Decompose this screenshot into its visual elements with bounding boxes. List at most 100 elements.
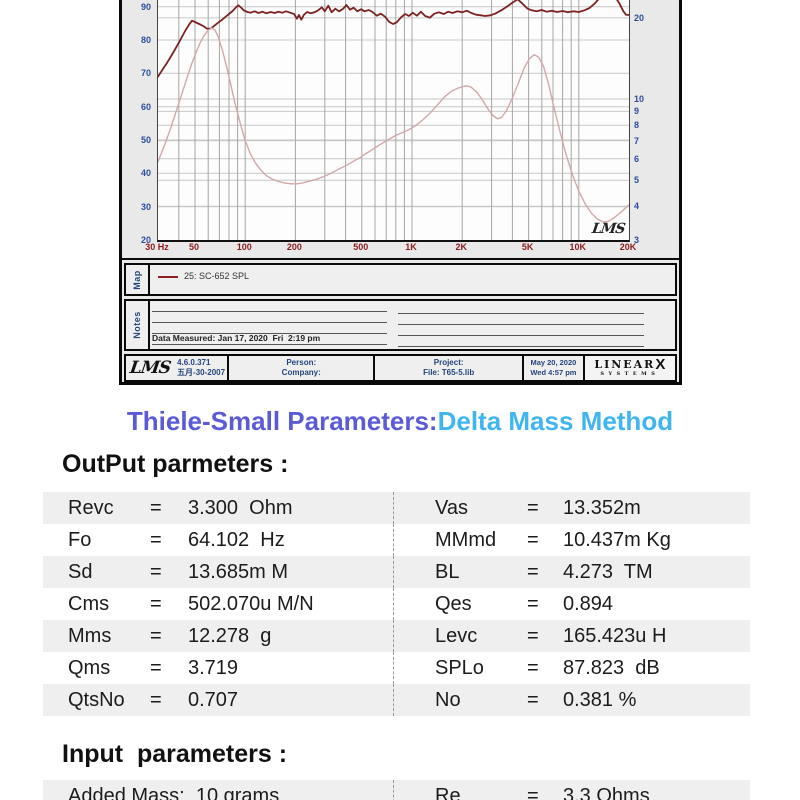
linearx-logo: LINEAR X (594, 356, 666, 373)
x-axis-labels: 30 Hz 50 100 200 500 1K 2K 5K 10K 20K (145, 242, 636, 256)
person-label: Person: (286, 358, 317, 367)
lms-plot-logo: LMS (590, 221, 626, 237)
linearx-x: X (655, 356, 666, 373)
input-parameters-heading: Input parameters : (62, 740, 288, 768)
plot-canvas (158, 0, 629, 240)
report-title-main: Thiele-Small Parameters: (126, 406, 438, 436)
param-right: Levc = 165.423u H (393, 620, 750, 652)
equals-sign: = (150, 529, 162, 551)
param-name: Cms (68, 593, 110, 615)
param-value: 87.823 dB (563, 657, 660, 679)
map-label-cell: Map (126, 265, 150, 294)
ruled-line (398, 324, 644, 325)
y-left-tick-label: 90 (140, 1, 151, 12)
equals-sign: = (150, 657, 162, 679)
param-right: No = 0.381 % (393, 684, 750, 716)
equals-sign: = (527, 497, 539, 519)
section-divider (122, 258, 679, 260)
version-info: 4.6.0.371 五月-30-2007 (177, 358, 225, 378)
parameter-row: Sd = 13.685m M BL = 4.273 TM (43, 556, 750, 588)
frequency-response-plot: LMS (157, 0, 630, 242)
y-left-tick-label: 60 (140, 101, 151, 112)
y-axis-left-labels: 90 80 70 60 50 40 30 20 (122, 0, 153, 245)
param-left: Cms = 502.070u M/N (43, 588, 393, 620)
ruled-line (398, 346, 644, 347)
param-name: Fo (68, 529, 92, 551)
y-right-tick-label: 8 (634, 120, 640, 131)
param-value: 502.070u M/N (188, 593, 314, 615)
version-cell: LMS 4.6.0.371 五月-30-2007 (126, 356, 230, 380)
x-tick-label: 50 (188, 242, 200, 252)
status-bar: LMS 4.6.0.371 五月-30-2007 Person: Company… (124, 354, 677, 382)
linearx-logo-cell: LINEAR X SYSTEMS (584, 356, 675, 380)
y-right-tick-label: 10 (634, 94, 645, 105)
file-label: File: T65-5.lib (423, 368, 475, 377)
ruled-line (398, 313, 644, 314)
y-axis-right-labels: 20 10 9 8 7 6 5 4 3 (632, 0, 672, 245)
y-left-tick-label: 80 (140, 35, 151, 45)
report-title-method: Delta Mass Method (437, 406, 674, 436)
series-spl (158, 0, 629, 78)
param-left: QtsNo = 0.707 (43, 684, 393, 716)
equals-sign: = (527, 785, 539, 800)
param-name: Vas (435, 497, 468, 519)
param-right: Qes = 0.894 (393, 588, 750, 620)
param-value: 13.352m (563, 497, 641, 519)
version-date: 五月-30-2007 (177, 368, 226, 377)
linearx-systems-text: SYSTEMS (600, 371, 660, 377)
input-parameters-table: Added Mass: 10 grams Re = 3.3 Ohms (43, 780, 750, 800)
param-left: Sd = 13.685m M (43, 556, 393, 588)
param-name: Sd (68, 561, 93, 583)
param-right: BL = 4.273 TM (393, 556, 750, 588)
ruled-line (398, 335, 644, 336)
y-right-tick-label: 7 (634, 135, 640, 146)
equals-sign: = (527, 657, 539, 679)
parameter-row: Mms = 12.278 g Levc = 165.423u H (43, 620, 750, 652)
x-tick-label: 100 (236, 242, 252, 252)
param-value: 4.273 TM (563, 561, 653, 583)
x-tick-label: 10K (569, 242, 587, 252)
param-name: Qms (68, 657, 111, 679)
y-left-tick-label: 70 (140, 68, 151, 79)
param-value: 13.685m M (188, 561, 289, 583)
param-value: 3.719 (188, 657, 239, 679)
param-value: 0.707 (188, 689, 239, 711)
param-name: Mms (68, 625, 112, 647)
parameter-row: Cms = 502.070u M/N Qes = 0.894 (43, 588, 750, 620)
param-name: MMmd (435, 529, 497, 551)
param-right: Vas = 13.352m (393, 492, 750, 524)
legend-line-swatch (158, 276, 178, 278)
lms-chart-window: LMS 90 80 70 60 50 40 30 20 20 10 9 8 7 6 5 4 3 30 Hz 50… (119, 0, 682, 385)
company-label: Company: (281, 368, 321, 377)
param-value: 3.3 Ohms (563, 785, 650, 800)
ruled-line (152, 322, 387, 323)
param-right: Re = 3.3 Ohms (393, 780, 750, 800)
equals-sign: = (150, 561, 162, 583)
param-right: MMmd = 10.437m Kg (393, 524, 750, 556)
x-tick-label: 1K (405, 242, 417, 252)
x-tick-label: 2K (455, 242, 467, 252)
ruled-line (152, 344, 387, 345)
notes-label: Notes (132, 311, 142, 339)
notes-label-cell: Notes (126, 301, 150, 349)
equals-sign: = (150, 593, 162, 615)
equals-sign: = (150, 497, 162, 519)
equals-sign: = (527, 689, 539, 711)
ruled-line (152, 311, 387, 312)
param-left: Added Mass: 10 grams (43, 780, 393, 800)
version-number: 4.6.0.371 (177, 358, 211, 367)
param-name: No (435, 689, 461, 711)
y-left-tick-label: 30 (140, 201, 151, 212)
report-title: Thiele-Small Parameters:Delta Mass Metho… (0, 406, 800, 437)
param-name: Qes (435, 593, 472, 615)
lms-logo: LMS (128, 358, 172, 378)
y-right-tick-label: 20 (634, 12, 645, 23)
parameter-row: Qms = 3.719 SPLo = 87.823 dB (43, 652, 750, 684)
y-left-tick-label: 20 (140, 235, 151, 245)
param-name: Levc (435, 625, 478, 647)
param-name: Re (435, 785, 461, 800)
equals-sign: = (150, 625, 162, 647)
x-tick-label: 30 Hz (145, 242, 169, 252)
param-value: 10.437m Kg (563, 529, 671, 551)
